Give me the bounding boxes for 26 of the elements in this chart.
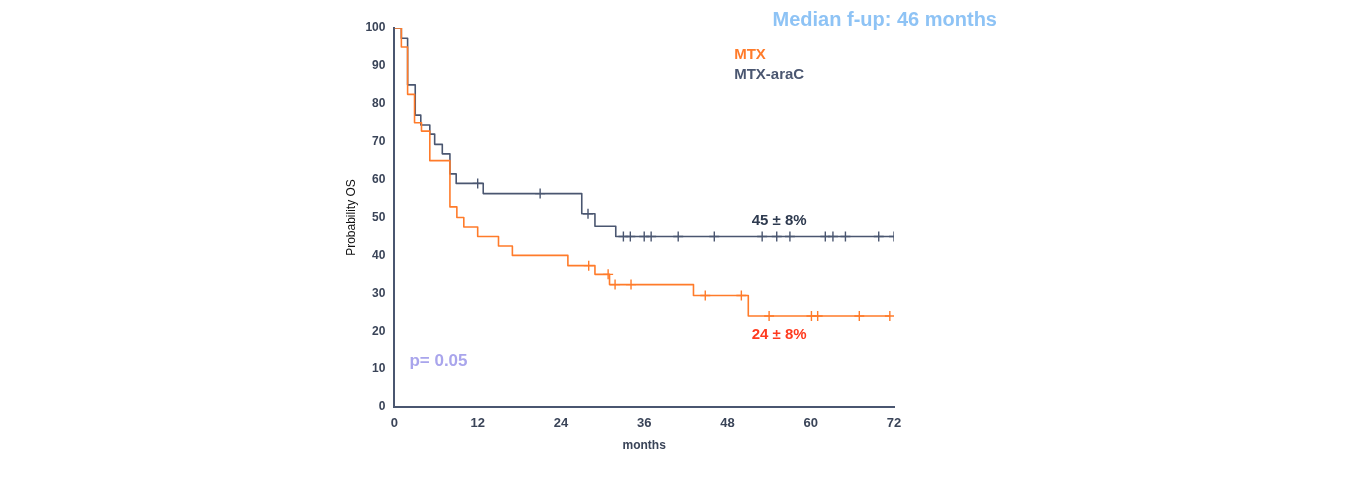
y-tick-label: 70 [372,134,386,149]
x-tick-label: 24 [553,415,569,431]
x-axis-title: months [622,438,667,453]
x-tick-label: 60 [803,415,818,431]
annotation: 24 ± 8% [751,325,807,343]
y-tick-label: 40 [372,247,386,262]
y-tick-label: 10 [372,361,386,376]
chart-title: Median f-up: 46 months [772,7,997,30]
y-tick-label: 30 [372,285,386,300]
x-tick-label: 36 [636,415,652,431]
y-tick-label: 20 [372,323,386,338]
y-tick-label: 80 [372,96,386,111]
x-tick-label: 48 [720,415,735,431]
x-tick-label: 72 [886,415,902,431]
x-tick-label: 0 [390,415,399,431]
y-axis-title: Probability OS [343,179,358,256]
x-tick-label: 12 [470,415,485,431]
text: MTX-araC [734,65,805,83]
y-tick-label: 90 [372,58,386,73]
y-tick-label: 0 [378,399,386,414]
y-tick-label: 60 [372,171,386,186]
annotation: p= 0.05 [409,351,468,371]
y-tick-label: 100 [365,20,386,35]
annotation: 45 ± 8% [751,211,807,229]
y-tick-label: 50 [372,209,386,224]
text: MTX [734,45,766,63]
